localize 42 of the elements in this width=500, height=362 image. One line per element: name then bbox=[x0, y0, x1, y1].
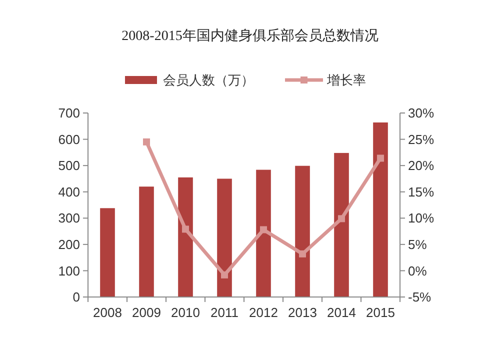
bar bbox=[217, 178, 232, 297]
x-tick-label: 2008 bbox=[93, 305, 122, 320]
y2-tick-label: 15% bbox=[408, 184, 434, 200]
y2-tick-label: 25% bbox=[408, 132, 434, 147]
bar bbox=[295, 166, 310, 297]
point bbox=[299, 250, 306, 258]
y2-tick-label: 0% bbox=[408, 263, 428, 278]
y-tick-label: 700 bbox=[58, 106, 80, 121]
x-tick-label: 2013 bbox=[288, 305, 317, 320]
y2-tick-label: 10% bbox=[408, 210, 434, 226]
x-tick-label: 2011 bbox=[210, 305, 238, 320]
y-tick-label: 300 bbox=[58, 210, 80, 226]
point bbox=[338, 215, 345, 222]
x-tick-label: 2009 bbox=[132, 305, 161, 320]
point bbox=[182, 226, 189, 233]
bar bbox=[178, 177, 193, 297]
y2-tick-label: 30% bbox=[408, 106, 434, 121]
bar bbox=[373, 122, 388, 297]
x-tick-label: 2012 bbox=[249, 305, 278, 320]
chart-title: 2008-2015年国内健身俱乐部会员总数情况 bbox=[122, 28, 378, 44]
bar bbox=[100, 208, 115, 297]
y-tick-label: 400 bbox=[58, 184, 80, 200]
y2-tick-label: 5% bbox=[408, 236, 428, 252]
x-tick-label: 2015 bbox=[366, 305, 395, 320]
y-tick-label: 600 bbox=[58, 132, 80, 147]
x-tick-label: 2014 bbox=[327, 305, 356, 320]
y-tick-label: 0 bbox=[72, 290, 80, 305]
legend-label: 会员人数（万） bbox=[163, 72, 254, 88]
x-tick-label: 2010 bbox=[171, 305, 200, 320]
y-tick-label: 100 bbox=[58, 263, 80, 278]
point bbox=[221, 271, 228, 278]
y-tick-label: 500 bbox=[58, 158, 80, 174]
y-tick-label: 200 bbox=[58, 236, 80, 252]
bar bbox=[139, 186, 154, 297]
point bbox=[377, 154, 384, 162]
point bbox=[143, 138, 150, 146]
legend-label: 增长率 bbox=[326, 72, 366, 88]
y2-tick-label: -5% bbox=[408, 290, 432, 305]
point bbox=[260, 226, 267, 234]
bar bbox=[334, 152, 349, 297]
bar bbox=[256, 170, 271, 297]
y2-tick-label: 20% bbox=[408, 158, 434, 174]
